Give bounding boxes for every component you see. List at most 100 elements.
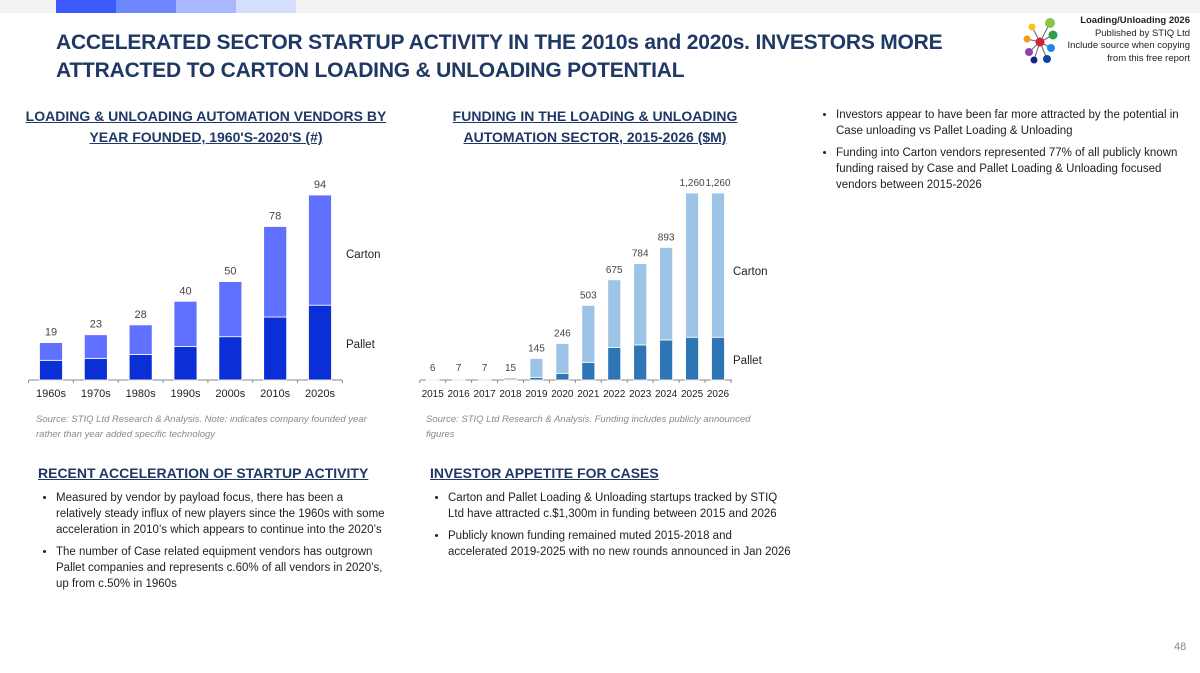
x-tick-label: 2022 — [603, 389, 626, 400]
right-bullets: Investors appear to have been far more a… — [818, 107, 1186, 199]
chart1-source: Source: STIQ Ltd Research & Analysis. No… — [36, 414, 367, 440]
bar-pallet-2021 — [581, 361, 596, 381]
x-tick-label: 2016 — [448, 389, 471, 400]
data-label: 246 — [554, 328, 571, 339]
x-tick-label: 1960s — [36, 388, 66, 400]
bar-carton-1960s — [39, 342, 63, 361]
bar-carton-2023 — [633, 263, 648, 346]
x-tick-label: 2019 — [525, 389, 548, 400]
bullet: Investors appear to have been far more a… — [836, 107, 1186, 139]
bar-carton-2022 — [607, 279, 622, 348]
data-label: 19 — [45, 327, 57, 339]
x-tick-label: 2017 — [473, 389, 496, 400]
bar-carton-2024 — [659, 247, 674, 341]
x-tick-label: 1990s — [171, 388, 201, 400]
page-number: 48 — [1174, 641, 1187, 653]
bar-carton-2021 — [581, 304, 596, 363]
header-stripe — [56, 0, 116, 13]
data-label: 784 — [632, 249, 649, 260]
x-tick-label: 2000s — [215, 388, 245, 400]
bar-carton-2026 — [711, 192, 725, 338]
page-title: ACCELERATED SECTOR STARTUP ACTIVITY IN T… — [56, 31, 943, 82]
section2-bullets: Carton and Pallet Loading & Unloading st… — [430, 490, 793, 566]
x-tick-label: 1980s — [126, 388, 156, 400]
bar-pallet-2024 — [659, 339, 674, 381]
top-band — [0, 0, 1200, 13]
bar-carton-2016 — [451, 378, 466, 381]
header-stripe — [236, 0, 296, 13]
legend-carton: Carton — [733, 266, 768, 278]
header-stripe — [116, 0, 176, 13]
x-tick-label: 2024 — [655, 389, 678, 400]
bar-pallet-2026 — [711, 336, 725, 381]
bar-carton-2020 — [555, 343, 570, 374]
logo-copy-note-2: from this free report — [1107, 52, 1190, 64]
bullet: The number of Case related equipment ven… — [56, 544, 386, 592]
data-label: 1,260 — [705, 178, 730, 189]
bullet: Measured by vendor by payload focus, the… — [56, 490, 386, 538]
data-label: 6 — [430, 363, 436, 374]
x-tick-label: 2010s — [260, 388, 290, 400]
chart1-title: LOADING & UNLOADING AUTOMATION VENDORS B… — [25, 108, 387, 145]
bullet: Publicly known funding remained muted 20… — [448, 528, 793, 560]
logo-copy-note: Include source when copying — [1067, 40, 1190, 51]
bar-pallet-2019 — [529, 376, 544, 381]
bar-carton-2000s — [218, 281, 243, 338]
data-label: 23 — [90, 319, 102, 331]
section1-bullets: Measured by vendor by payload focus, the… — [38, 490, 386, 598]
data-label: 7 — [456, 363, 462, 374]
chart2-title: FUNDING IN THE LOADING & UNLOADING AUTOM… — [452, 108, 738, 145]
legend-pallet: Pallet — [733, 355, 763, 367]
logo-icon — [1023, 18, 1058, 64]
bar-carton-2017 — [477, 378, 492, 381]
logo-publisher: Published by STIQ Ltd — [1094, 27, 1190, 39]
legend-pallet: Pallet — [346, 339, 376, 351]
data-label: 145 — [528, 343, 545, 354]
x-tick-label: 2025 — [681, 389, 704, 400]
x-tick-label: 2021 — [577, 389, 600, 400]
data-label: 15 — [505, 363, 517, 374]
x-tick-label: 2023 — [629, 389, 652, 400]
data-label: 78 — [269, 210, 281, 222]
bar-carton-2018 — [503, 377, 518, 381]
bar-pallet-2022 — [607, 346, 622, 381]
x-tick-label: 2020s — [305, 388, 335, 400]
logo-report-name: Loading/Unloading 2026 — [1080, 15, 1190, 26]
x-tick-label: 2020 — [551, 389, 574, 400]
data-label: 7 — [482, 363, 488, 374]
data-label: 1,260 — [680, 178, 705, 189]
bar-pallet-2023 — [633, 344, 648, 381]
header-stripe — [176, 0, 236, 13]
data-label: 28 — [135, 309, 147, 321]
bar-carton-2015 — [425, 378, 440, 381]
x-tick-label: 2015 — [422, 389, 445, 400]
data-label: 893 — [658, 232, 675, 243]
data-label: 50 — [224, 266, 236, 278]
bar-carton-2025 — [685, 192, 699, 338]
bar-carton-1990s — [173, 300, 198, 347]
logo-text: Loading/Unloading 2026 Published by STIQ… — [1067, 15, 1190, 65]
data-label: 94 — [314, 179, 326, 191]
legend-carton: Carton — [346, 249, 381, 261]
data-label: 40 — [179, 285, 191, 297]
bar-carton-2010s — [263, 226, 288, 318]
bar-carton-2019 — [529, 358, 544, 378]
bar-carton-1970s — [83, 334, 108, 359]
section2-heading: INVESTOR APPETITE FOR CASES — [430, 465, 659, 481]
data-label: 675 — [606, 265, 623, 276]
bar-carton-1980s — [128, 324, 153, 355]
x-tick-label: 2026 — [707, 389, 730, 400]
data-label: 503 — [580, 290, 597, 301]
bar-pallet-2025 — [685, 336, 699, 381]
x-tick-label: 2018 — [499, 389, 522, 400]
bar-pallet-2020 — [555, 372, 570, 381]
bullet: Carton and Pallet Loading & Unloading st… — [448, 490, 793, 522]
section1-heading: RECENT ACCELERATION OF STARTUP ACTIVITY — [38, 465, 369, 481]
chart2-source: Source: STIQ Ltd Research & Analysis. Fu… — [426, 414, 751, 440]
bullet: Funding into Carton vendors represented … — [836, 145, 1186, 193]
x-tick-label: 1970s — [81, 388, 111, 400]
bar-carton-2020s — [308, 194, 332, 306]
